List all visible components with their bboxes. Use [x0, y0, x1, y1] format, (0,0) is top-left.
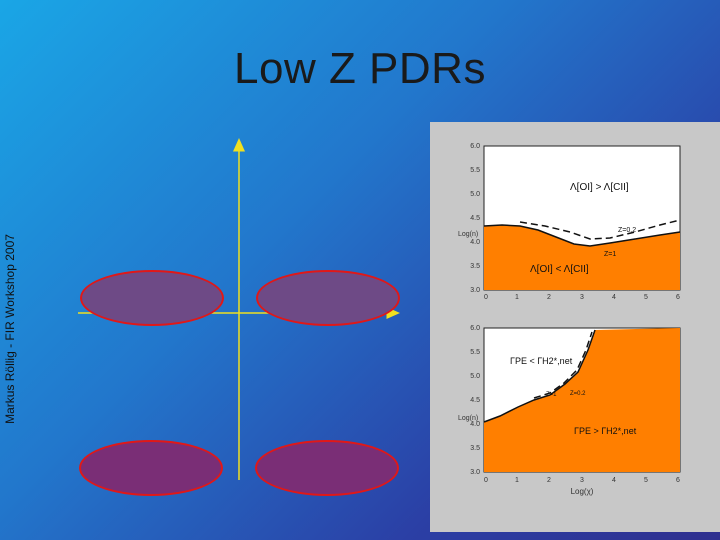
top-plot-label-z02: Z=0.2 [618, 227, 636, 234]
quadrant-ellipse-bottom-left [79, 440, 223, 496]
svg-text:4.5: 4.5 [470, 215, 480, 222]
svg-text:3: 3 [580, 477, 584, 484]
svg-text:5: 5 [644, 294, 648, 301]
bottom-plot-label-z1: Z=1 [546, 392, 557, 398]
svg-text:0: 0 [484, 294, 488, 301]
top-plot-label-lower: Λ[OI] < Λ[CII] [530, 264, 589, 275]
quadrant-ellipse-top-left [80, 270, 224, 326]
svg-text:3.0: 3.0 [470, 469, 480, 476]
svg-text:6: 6 [676, 477, 680, 484]
bottom-plot-solid [483, 329, 596, 423]
bottom-plot-fill [484, 328, 680, 472]
slide-title: Low Z PDRs [234, 44, 486, 93]
bottom-plot-ylabel: Log(n) [458, 415, 478, 422]
quadrant-ellipse-bottom-right [255, 440, 399, 496]
svg-text:6: 6 [676, 294, 680, 301]
plots-svg: 6.0 5.5 5.0 4.5 4.0 3.5 3.0 0 1 2 3 4 5 … [458, 143, 681, 496]
bottom-plot: 6.0 5.5 5.0 4.5 4.0 3.5 3.0 0 1 2 3 4 5 … [458, 325, 681, 496]
svg-text:1: 1 [515, 477, 519, 484]
bottom-plot-x-ticks: 0 1 2 3 4 5 6 [484, 477, 680, 484]
svg-text:5.0: 5.0 [470, 373, 480, 380]
bottom-plot-label-lower: ΓPE > ΓH2*,net [574, 426, 637, 436]
svg-text:3.0: 3.0 [470, 287, 480, 294]
svg-text:0: 0 [484, 477, 488, 484]
bottom-plot-xlabel: Log(χ) [571, 487, 594, 496]
top-plot-x-ticks: 0 1 2 3 4 5 6 [484, 294, 680, 301]
bottom-plot-y-ticks: 6.0 5.5 5.0 4.5 4.0 3.5 3.0 [470, 325, 480, 476]
bottom-plot-label-upper: ΓPE < ΓH2*,net [510, 356, 573, 366]
top-plot-dashed [519, 219, 681, 240]
svg-text:4: 4 [612, 477, 616, 484]
top-plot-y-ticks: 6.0 5.5 5.0 4.5 4.0 3.5 3.0 [470, 143, 480, 294]
svg-text:5.5: 5.5 [470, 349, 480, 356]
svg-text:4.5: 4.5 [470, 397, 480, 404]
svg-text:6.0: 6.0 [470, 143, 480, 150]
svg-text:2: 2 [547, 477, 551, 484]
svg-text:6.0: 6.0 [470, 325, 480, 332]
svg-text:1: 1 [515, 294, 519, 301]
top-plot-label-z1: Z=1 [604, 251, 616, 258]
bottom-plot-label-z02: Z=0.2 [570, 391, 586, 397]
svg-text:3.5: 3.5 [470, 263, 480, 270]
top-plot-fill [484, 225, 680, 290]
quadrant-ellipse-top-right [256, 270, 400, 326]
top-plot: 6.0 5.5 5.0 4.5 4.0 3.5 3.0 0 1 2 3 4 5 … [458, 143, 681, 301]
svg-text:3.5: 3.5 [470, 445, 480, 452]
svg-text:4: 4 [612, 294, 616, 301]
svg-text:4.0: 4.0 [470, 239, 480, 246]
top-plot-label-upper: Λ[OI] > Λ[CII] [570, 182, 629, 193]
bottom-plot-dashed [533, 331, 593, 399]
svg-text:5.5: 5.5 [470, 167, 480, 174]
top-plot-solid [483, 224, 681, 247]
plots-panel: 6.0 5.5 5.0 4.5 4.0 3.5 3.0 0 1 2 3 4 5 … [430, 122, 720, 532]
top-plot-ylabel: Log(n) [458, 231, 478, 238]
svg-text:4.0: 4.0 [470, 421, 480, 428]
svg-text:5.0: 5.0 [470, 191, 480, 198]
svg-text:3: 3 [580, 294, 584, 301]
svg-text:5: 5 [644, 477, 648, 484]
svg-text:2: 2 [547, 294, 551, 301]
